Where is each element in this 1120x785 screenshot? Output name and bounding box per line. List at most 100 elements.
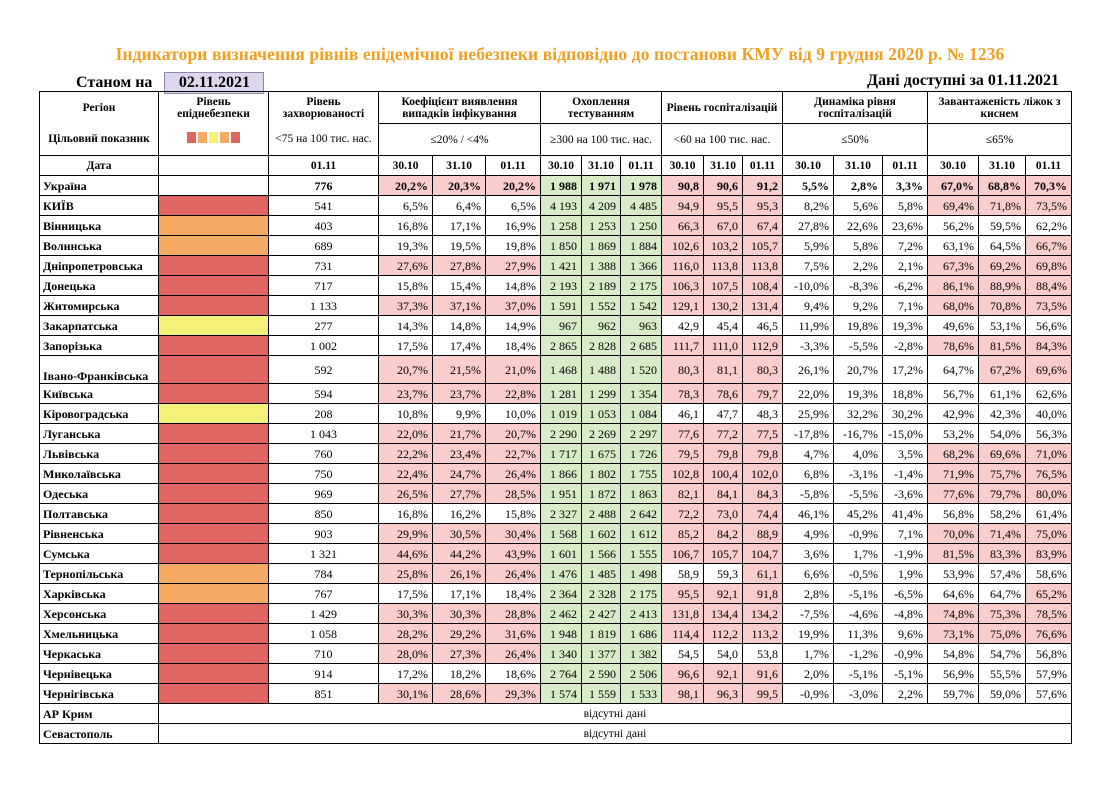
level-color-legend — [187, 132, 240, 144]
detection-cell: 18,4% — [485, 583, 541, 604]
detection-target: ≤20% / <4% — [378, 123, 541, 156]
region-name: Чернівецька — [39, 663, 159, 684]
testing-cell: 2 590 — [581, 663, 621, 684]
beds-target: ≤65% — [927, 123, 1072, 156]
testing-cell: 1 755 — [620, 463, 662, 484]
testing-cell: 4 209 — [581, 195, 621, 216]
dyn-cell: 41,4% — [882, 503, 928, 524]
beds-cell: 75,7% — [978, 463, 1026, 484]
hosp-cell: 53,8 — [742, 643, 783, 664]
hosp-cell: 82,1 — [661, 483, 704, 504]
date-col: 01.11 — [882, 155, 928, 176]
level-cell — [158, 543, 269, 564]
beds-cell: 78,5% — [1025, 603, 1072, 624]
dyn-cell: 5,8% — [833, 235, 883, 256]
hosp-cell: 84,3 — [742, 483, 783, 504]
beds-cell: 76,6% — [1025, 623, 1072, 644]
detection-cell: 30,4% — [485, 523, 541, 544]
testing-cell: 2 865 — [540, 335, 582, 356]
data-available-label: Дані доступні за 01.11.2021 — [867, 72, 1059, 89]
testing-cell: 2 290 — [540, 423, 582, 444]
header-date-empty — [158, 155, 269, 176]
beds-cell: 77,6% — [927, 483, 979, 504]
beds-cell: 57,4% — [978, 563, 1026, 584]
testing-cell: 1 726 — [620, 443, 662, 464]
beds-cell: 56,8% — [927, 503, 979, 524]
hosp-cell: 46,5 — [742, 315, 783, 336]
detection-cell: 25,8% — [378, 563, 433, 584]
detection-cell: 28,8% — [485, 603, 541, 624]
testing-cell: 1 382 — [620, 643, 662, 664]
detection-cell: 17,5% — [378, 583, 433, 604]
hosp-cell: 111,0 — [703, 335, 743, 356]
detection-cell: 27,7% — [432, 483, 486, 504]
dyn-cell: 1,9% — [882, 563, 928, 584]
beds-cell: 40,0% — [1025, 403, 1072, 424]
testing-cell: 1 488 — [581, 355, 621, 384]
header-region: Регіон — [39, 91, 159, 124]
header-dyn: Динаміка рівня госпіталізацій — [782, 91, 928, 124]
level-cell — [158, 335, 269, 356]
detection-cell: 16,9% — [485, 215, 541, 236]
level-cell — [158, 255, 269, 276]
hosp-cell: 131,4 — [742, 295, 783, 316]
level-cell — [158, 463, 269, 484]
dyn-cell: -7,5% — [782, 603, 834, 624]
beds-cell: 68,2% — [927, 443, 979, 464]
dyn-cell: 1,7% — [782, 643, 834, 664]
beds-cell: 65,2% — [1025, 583, 1072, 604]
detection-cell: 19,5% — [432, 235, 486, 256]
beds-cell: 71,0% — [1025, 443, 1072, 464]
beds-cell: 88,9% — [978, 275, 1026, 296]
table-row: Луганська 1 043 22,0% 21,7% 20,7% 2 290 2 269 2… — [39, 423, 1072, 444]
testing-cell: 2 488 — [581, 503, 621, 524]
beds-cell: 61,4% — [1025, 503, 1072, 524]
hosp-cell: 78,3 — [661, 383, 704, 404]
testing-target: ≥300 на 100 тис. нас. — [540, 123, 662, 156]
dyn-cell: -6,5% — [882, 583, 928, 604]
date-col: 30.10 — [661, 155, 704, 176]
beds-cell: 67,2% — [978, 355, 1026, 384]
hosp-cell: 91,6 — [742, 663, 783, 684]
table-body: Україна 776 20,2% 20,3% 20,2% 1 988 1 971 1 978… — [39, 175, 1072, 744]
detection-cell: 26,4% — [485, 463, 541, 484]
header-hosp: Рівень госпіталізацій — [661, 91, 783, 124]
region-name: Полтавська — [39, 503, 159, 524]
date-col: 31.10 — [432, 155, 486, 176]
level-cell — [158, 215, 269, 236]
testing-cell: 1 555 — [620, 543, 662, 564]
detection-cell: 20,7% — [378, 355, 433, 384]
hosp-cell: 67,0 — [703, 215, 743, 236]
dyn-cell: 32,2% — [833, 403, 883, 424]
level-cell — [158, 483, 269, 504]
beds-cell: 55,5% — [978, 663, 1026, 684]
hosp-cell: 94,9 — [661, 195, 704, 216]
dyn-cell: 4,9% — [782, 523, 834, 544]
testing-cell: 1 568 — [540, 523, 582, 544]
testing-cell: 2 328 — [581, 583, 621, 604]
detection-cell: 17,1% — [432, 215, 486, 236]
beds-cell: 56,9% — [927, 663, 979, 684]
dyn-cell: 3,3% — [882, 175, 928, 196]
region-name: Закарпатська — [39, 315, 159, 336]
detection-cell: 29,3% — [485, 683, 541, 704]
table-row: Чернівецька 914 17,2% 18,2% 18,6% 2 764 2 590 2… — [39, 663, 1072, 684]
level-cell — [158, 643, 269, 664]
beds-cell: 69,4% — [927, 195, 979, 216]
level-cell — [158, 195, 269, 216]
table-row: КИЇВ 541 6,5% 6,4% 6,5% 4 193 4 209 4 485 94,9 95… — [39, 195, 1072, 216]
dyn-cell: 11,3% — [833, 623, 883, 644]
hosp-cell: 84,1 — [703, 483, 743, 504]
testing-cell: 2 297 — [620, 423, 662, 444]
hosp-cell: 48,3 — [742, 403, 783, 424]
hosp-cell: 99,5 — [742, 683, 783, 704]
hosp-cell: 88,9 — [742, 523, 783, 544]
testing-cell: 1 552 — [581, 295, 621, 316]
beds-cell: 83,3% — [978, 543, 1026, 564]
detection-cell: 14,8% — [485, 275, 541, 296]
hosp-cell: 58,9 — [661, 563, 704, 584]
region-name: Україна — [39, 175, 159, 196]
level-cell — [158, 623, 269, 644]
detection-cell: 44,2% — [432, 543, 486, 564]
legend-swatch — [209, 132, 218, 144]
